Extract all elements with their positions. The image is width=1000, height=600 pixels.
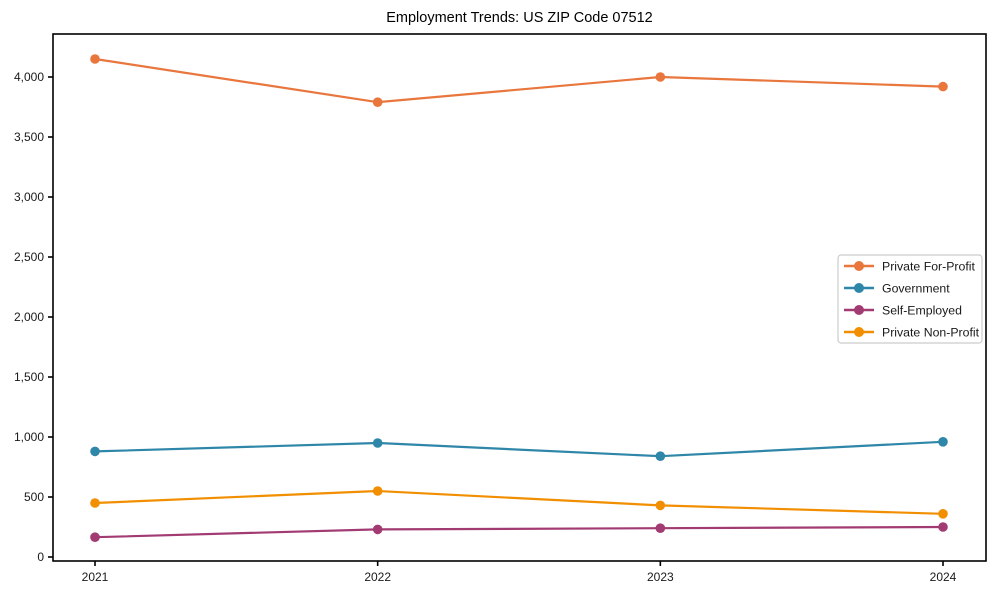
series-line-private-for-profit: [93, 57, 945, 104]
x-tick-label: 2024: [930, 570, 957, 584]
x-tick-label: 2022: [364, 570, 391, 584]
y-tick-label: 1,500: [14, 370, 44, 384]
chart-title: Employment Trends: US ZIP Code 07512: [386, 10, 653, 26]
data-point-self-employed-2022: [372, 524, 383, 535]
y-axis: 0 500 1,000 1,500 2,000 2,500 3,000 3,500 4,000: [14, 70, 53, 564]
data-point-government-2023: [655, 451, 666, 462]
y-tick-label: 1,000: [14, 430, 44, 444]
legend-item-government: Government: [844, 281, 950, 295]
data-point-private-for-profit-2022: [372, 97, 383, 107]
data-point-private-for-profit-2024: [938, 81, 948, 92]
data-point-self-employed-2023: [655, 523, 666, 533]
data-point-self-employed-2021: [90, 532, 100, 542]
y-tick-label: 4,000: [14, 70, 44, 84]
series-government: [90, 437, 948, 462]
series-line-government: [93, 440, 945, 458]
data-point-government-2021: [90, 446, 100, 457]
data-point-private-for-profit-2021: [90, 54, 100, 64]
data-point-private-non-profit-2023: [655, 500, 666, 511]
x-tick-label: 2021: [82, 570, 109, 584]
data-point-private-non-profit-2022: [372, 486, 383, 496]
legend-item-private-non-profit: Private Non-Profit: [844, 325, 980, 339]
legend-item-self-employed: Self-Employed: [844, 303, 962, 317]
series-private-for-profit: [90, 54, 948, 107]
series-line-private-non-profit: [93, 489, 945, 515]
y-tick-label: 2,500: [14, 250, 44, 264]
legend-marker-self-employed: [854, 305, 864, 315]
legend: Private For-Profit Government Self-Employe…: [837, 254, 983, 344]
data-point-private-non-profit-2021: [90, 498, 100, 508]
series-self-employed: [90, 522, 948, 542]
data-point-government-2024: [938, 437, 948, 447]
legend-marker-private-for-profit: [854, 261, 864, 271]
legend-item-private-for-profit: Private For-Profit: [844, 259, 976, 273]
data-point-private-non-profit-2024: [938, 509, 948, 519]
y-tick-label: 0: [37, 550, 44, 564]
data-point-self-employed-2024: [938, 522, 948, 532]
y-tick-label: 3,000: [14, 190, 44, 204]
legend-label-private-non-profit: Private Non-Profit: [882, 325, 980, 339]
y-tick-label: 3,500: [14, 130, 44, 144]
series-line-self-employed: [93, 525, 945, 539]
legend-label-private-for-profit: Private For-Profit: [882, 259, 976, 273]
data-point-private-for-profit-2023: [655, 72, 666, 82]
legend-marker-private-non-profit: [854, 327, 864, 337]
legend-label-government: Government: [882, 281, 950, 295]
y-tick-label: 500: [24, 490, 44, 504]
legend-marker-government: [854, 283, 864, 293]
plot-area-frame: [52, 33, 987, 562]
data-point-government-2022: [372, 438, 383, 448]
x-tick-label: 2023: [647, 570, 674, 584]
series-group: [90, 54, 948, 542]
legend-label-self-employed: Self-Employed: [882, 303, 962, 317]
legend-box: [837, 254, 983, 344]
x-axis: 2021 2022 2023 2024: [82, 561, 957, 584]
plot-area: [52, 33, 987, 562]
series-private-non-profit: [90, 486, 948, 519]
y-tick-label: 2,000: [14, 310, 44, 324]
